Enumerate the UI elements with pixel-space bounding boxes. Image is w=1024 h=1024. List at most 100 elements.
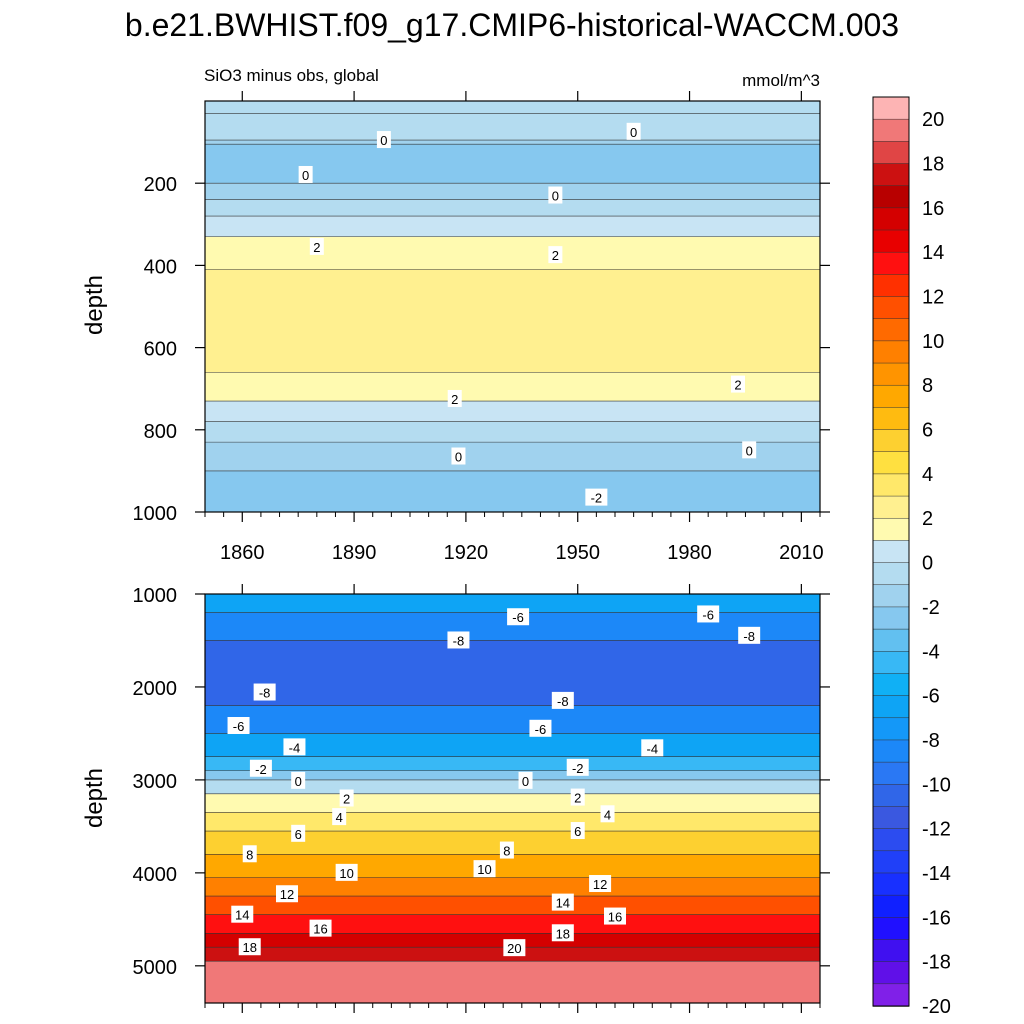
colorbar-swatch bbox=[872, 894, 910, 919]
contour-band bbox=[205, 442, 820, 471]
y-tick-label: 2000 bbox=[133, 678, 178, 700]
colorbar-swatch bbox=[872, 540, 910, 564]
top-subtitle-right: mmol/m^3 bbox=[742, 71, 820, 90]
svg-text:16: 16 bbox=[313, 922, 327, 937]
contour-label: 4 bbox=[600, 805, 615, 823]
colorbar-label: -14 bbox=[922, 863, 951, 885]
svg-text:20: 20 bbox=[507, 941, 521, 956]
svg-text:0: 0 bbox=[746, 443, 753, 458]
y-tick-label: 1000 bbox=[133, 503, 178, 525]
colorbar-label: -8 bbox=[922, 730, 940, 752]
colorbar-swatch bbox=[872, 495, 910, 519]
contour-label: -6 bbox=[697, 605, 720, 623]
contour-label: 8 bbox=[499, 841, 514, 859]
contour-label: 2 bbox=[570, 788, 585, 806]
svg-text:-8: -8 bbox=[557, 694, 569, 709]
contour-label: -4 bbox=[283, 738, 306, 756]
contour-label: -2 bbox=[585, 488, 608, 506]
contour-band bbox=[205, 144, 820, 184]
bottom-panel-plot: -6 -6-8 -8-8-8-6 -6-4 -4-2 -20 02 24 46 68 810 1012… bbox=[133, 584, 830, 1013]
contour-label: -8 bbox=[447, 631, 470, 649]
colorbar-swatch bbox=[872, 473, 910, 497]
svg-text:0: 0 bbox=[630, 125, 637, 140]
svg-text:0: 0 bbox=[295, 774, 302, 789]
y-tick-label: 3000 bbox=[133, 771, 178, 793]
contour-band bbox=[205, 101, 820, 114]
colorbar-label: -4 bbox=[922, 641, 940, 663]
contour-band bbox=[205, 756, 820, 771]
contour-label: 2 bbox=[731, 375, 745, 393]
svg-text:18: 18 bbox=[242, 940, 256, 955]
svg-text:6: 6 bbox=[574, 824, 581, 839]
svg-text:12: 12 bbox=[593, 877, 607, 892]
contour-label: 6 bbox=[291, 824, 306, 842]
contour-label: -6 bbox=[529, 719, 552, 737]
svg-text:10: 10 bbox=[477, 862, 491, 877]
colorbar-swatch bbox=[872, 983, 910, 1007]
x-tick-label: 1860 bbox=[220, 542, 265, 564]
svg-text:2: 2 bbox=[313, 240, 320, 255]
x-tick-label: 1890 bbox=[332, 542, 377, 564]
svg-text:2: 2 bbox=[574, 791, 581, 806]
contour-band bbox=[205, 961, 820, 1003]
colorbar-swatch bbox=[872, 917, 910, 941]
contour-label: 14 bbox=[551, 893, 574, 911]
contour-label: 16 bbox=[309, 919, 332, 937]
colorbar-swatch bbox=[872, 651, 910, 675]
svg-text:0: 0 bbox=[552, 189, 559, 204]
svg-text:-4: -4 bbox=[289, 740, 301, 755]
svg-text:0: 0 bbox=[455, 450, 462, 465]
colorbar-swatch bbox=[872, 118, 910, 143]
colorbar-swatch bbox=[872, 584, 910, 608]
contour-band bbox=[205, 372, 820, 402]
colorbar-swatch bbox=[872, 340, 910, 364]
contour-label: 12 bbox=[276, 885, 298, 903]
colorbar-label: 14 bbox=[922, 242, 944, 264]
svg-text:-6: -6 bbox=[512, 610, 524, 625]
colorbar-swatch bbox=[872, 562, 910, 586]
colorbar-swatch bbox=[872, 806, 910, 830]
colorbar-swatch bbox=[872, 939, 910, 963]
contour-label: 12 bbox=[589, 875, 612, 893]
contour-band bbox=[205, 421, 820, 443]
contour-band bbox=[205, 854, 820, 878]
colorbar-swatch bbox=[872, 296, 910, 320]
contour-band bbox=[205, 640, 820, 706]
contour-band bbox=[205, 733, 820, 757]
x-tick-label: 1920 bbox=[444, 542, 489, 564]
colorbar-swatch bbox=[872, 717, 910, 741]
colorbar-label: 12 bbox=[922, 287, 944, 309]
svg-text:-8: -8 bbox=[743, 629, 755, 644]
contour-label: -4 bbox=[641, 739, 664, 757]
colorbar-swatch bbox=[872, 274, 910, 298]
colorbar-label: -10 bbox=[922, 774, 951, 796]
colorbar-swatch bbox=[872, 185, 910, 209]
svg-text:2: 2 bbox=[552, 248, 559, 263]
bottom-ylabel: depth bbox=[81, 768, 108, 828]
svg-text:12: 12 bbox=[280, 887, 294, 902]
colorbar-label: -20 bbox=[922, 996, 951, 1018]
svg-text:-2: -2 bbox=[572, 761, 584, 776]
svg-text:14: 14 bbox=[235, 908, 249, 923]
contour-label: 2 bbox=[447, 389, 462, 407]
colorbar-swatch bbox=[872, 850, 910, 874]
y-tick-label: 4000 bbox=[133, 864, 178, 886]
colorbar: 20181614121086420-2-4-6-8-10-12-14-16-18… bbox=[872, 96, 951, 1018]
colorbar-swatch bbox=[872, 451, 910, 475]
contour-band bbox=[205, 779, 820, 794]
colorbar-swatch bbox=[872, 318, 910, 342]
svg-text:-8: -8 bbox=[453, 633, 465, 648]
x-tick-label: 2010 bbox=[779, 542, 824, 564]
colorbar-label: -16 bbox=[922, 907, 951, 929]
colorbar-swatch bbox=[872, 673, 910, 697]
svg-text:2: 2 bbox=[734, 378, 741, 393]
colorbar-swatch bbox=[872, 872, 910, 896]
x-tick-label: 1950 bbox=[555, 542, 600, 564]
contour-label: 18 bbox=[551, 924, 574, 942]
contour-label: 0 bbox=[291, 771, 306, 789]
y-tick-label: 800 bbox=[144, 421, 177, 443]
contour-band bbox=[205, 269, 820, 373]
svg-text:-6: -6 bbox=[233, 719, 245, 734]
svg-text:-2: -2 bbox=[591, 491, 603, 506]
